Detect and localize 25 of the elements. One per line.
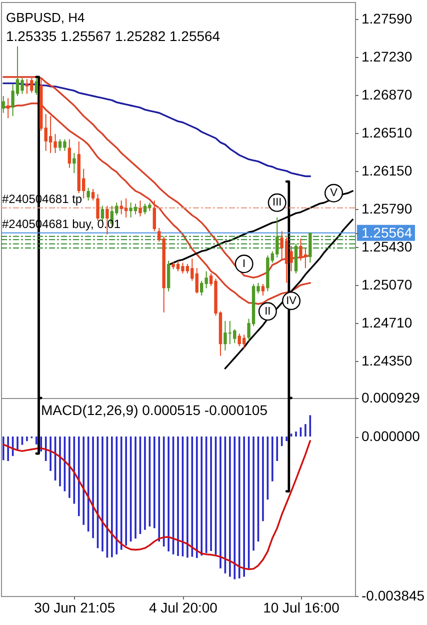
y-tick-label: 1.25070 [362, 276, 412, 293]
y-tick-label: 1.26150 [362, 162, 412, 178]
text: GBPUSD, H4 [6, 10, 85, 25]
y-tick-label: 0.000000 [362, 428, 420, 444]
y-tick-label: -0.003845 [362, 588, 425, 604]
y-tick-label: 1.25790 [362, 200, 412, 216]
data-label: IV [286, 294, 298, 307]
y-tick-label: 1.24710 [362, 314, 412, 331]
x-tick-label: 10 Jul 16:00 [263, 600, 340, 616]
y-tick-label: 1.27590 [362, 10, 412, 26]
data-label: V [330, 187, 338, 200]
chart-title: MACD(12,26,9) 0.000515 -0.000105 [41, 402, 268, 418]
x-tick-label: 30 Jun 21:05 [34, 600, 116, 616]
y-tick-label: 1.26510 [362, 124, 412, 140]
y-tick-label: 1.25430 [362, 238, 412, 254]
y-tick-label: 1.24350 [362, 352, 412, 369]
y-tick-label: 0.000929 [362, 390, 420, 406]
y-tick-label: 1.25564 [362, 224, 412, 240]
text: 1.25335 1.25567 1.25282 1.25564 [6, 28, 220, 44]
data-label: I [242, 258, 246, 270]
data-label: III [272, 196, 282, 209]
y-tick-label: 1.27230 [362, 48, 412, 64]
y-tick-label: 1.26870 [362, 86, 412, 102]
x-tick-label: 4 Jul 20:00 [148, 600, 218, 616]
data-label: II [264, 305, 271, 318]
